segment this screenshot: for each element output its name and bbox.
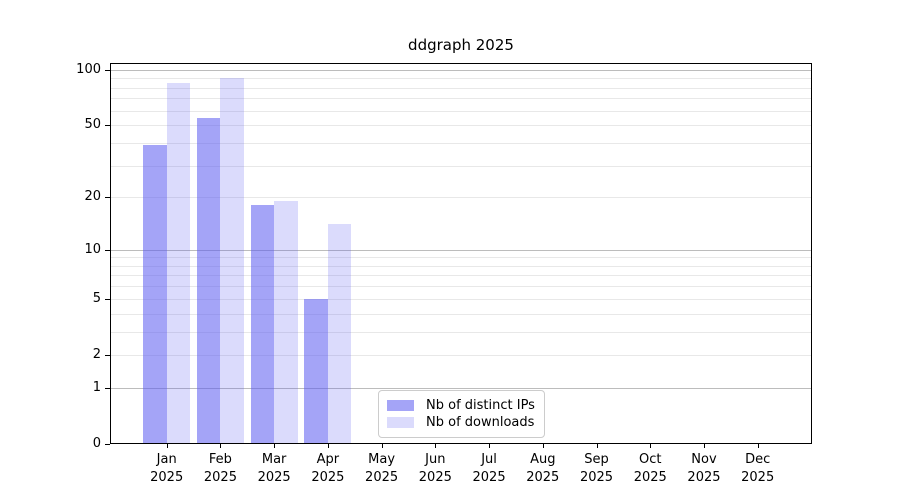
bar-distinct-ips (143, 144, 167, 444)
x-tick-mark (650, 444, 652, 448)
bar-downloads (166, 82, 191, 444)
y-tick-mark (105, 69, 110, 71)
x-tick-mark (489, 444, 491, 448)
legend-item: Nb of distinct IPs (387, 397, 535, 414)
gridline-minor (110, 354, 812, 356)
x-tick-label: Dec 2025 (741, 452, 775, 485)
x-tick-mark (703, 444, 705, 448)
gridline-minor (110, 87, 812, 89)
legend-label: Nb of distinct IPs (426, 398, 535, 413)
gridline-minor (110, 265, 812, 267)
y-tick-label: 0 (92, 436, 101, 451)
x-tick-mark (166, 444, 168, 448)
gridline-major (110, 249, 812, 251)
y-tick-label: 2 (92, 346, 101, 362)
x-tick-label: Oct 2025 (633, 452, 667, 485)
x-tick-label: Jan 2025 (150, 452, 184, 485)
x-tick-label: Sep 2025 (579, 452, 614, 485)
gridline-minor (110, 286, 812, 288)
y-tick-mark (105, 197, 110, 199)
gridline-major (110, 387, 812, 389)
gridline-minor (110, 98, 812, 100)
x-tick-mark (757, 444, 759, 448)
x-tick-mark (596, 444, 598, 448)
x-tick-label: May 2025 (365, 452, 399, 485)
bar-downloads (327, 224, 352, 444)
gridline-minor (110, 257, 812, 259)
y-tick-label: 1 (92, 379, 101, 395)
legend-label: Nb of downloads (426, 415, 535, 430)
x-tick-label: Aug 2025 (526, 452, 560, 485)
legend-swatch-distinct-ips (387, 400, 414, 411)
gridline-minor (110, 78, 812, 80)
x-tick-mark (542, 444, 544, 448)
chart-title: ddgraph 2025 (408, 36, 514, 54)
y-tick-mark (105, 249, 110, 251)
x-tick-label: Feb 2025 (203, 452, 237, 485)
gridline-minor (110, 275, 812, 277)
legend: Nb of distinct IPs Nb of downloads (378, 390, 545, 438)
y-tick-label: 5 (92, 290, 101, 306)
y-tick-label: 20 (84, 189, 101, 205)
gridline-major (110, 69, 812, 71)
bar-downloads (274, 201, 298, 444)
gridline-minor (110, 125, 812, 127)
y-tick-label: 100 (76, 61, 101, 77)
legend-swatch-downloads (387, 417, 414, 428)
x-tick-mark (435, 444, 437, 448)
x-tick-label: Apr 2025 (311, 452, 345, 485)
y-tick-label: 10 (84, 241, 101, 257)
bar-distinct-ips (304, 298, 328, 444)
y-tick-mark (105, 298, 110, 300)
y-tick-mark (105, 125, 110, 127)
y-tick-mark (105, 387, 110, 389)
x-tick-mark (327, 444, 329, 448)
gridline-minor (110, 331, 812, 333)
gridline-minor (110, 313, 812, 315)
x-tick-label: Nov 2025 (687, 452, 721, 485)
y-tick-mark (105, 354, 110, 356)
gridline-minor (110, 110, 812, 112)
x-tick-label: Mar 2025 (257, 452, 291, 485)
gridline-minor (110, 298, 812, 300)
x-tick-mark (274, 444, 276, 448)
bar-distinct-ips (196, 117, 221, 444)
x-tick-mark (220, 444, 222, 448)
y-tick-mark (105, 444, 110, 445)
x-tick-mark (381, 444, 383, 448)
gridline-minor (110, 197, 812, 199)
x-tick-label: Jul 2025 (472, 452, 506, 485)
plot-area (110, 63, 812, 444)
y-tick-label: 50 (84, 117, 101, 133)
bar-downloads (220, 78, 244, 444)
gridline-minor (110, 142, 812, 144)
gridline-minor (110, 165, 812, 167)
x-tick-label: Jun 2025 (418, 452, 452, 485)
legend-item: Nb of downloads (387, 414, 535, 431)
bar-distinct-ips (250, 205, 275, 444)
